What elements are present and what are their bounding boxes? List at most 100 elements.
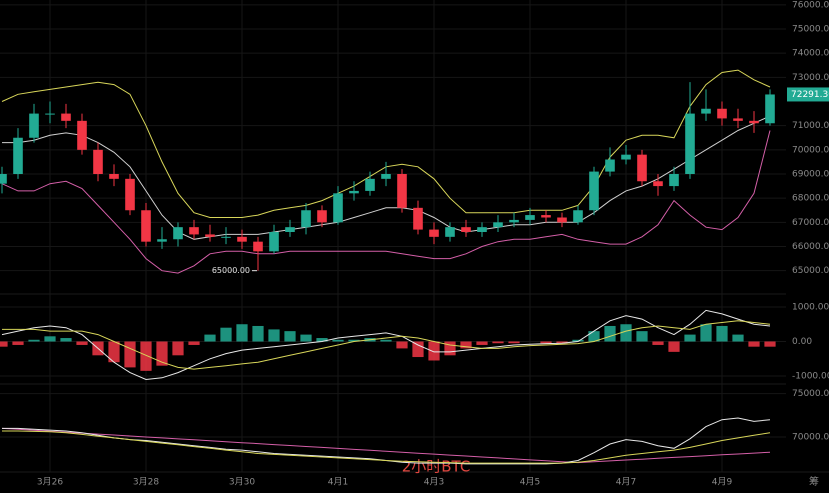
macd-bar (316, 338, 328, 342)
macd-bar (60, 338, 72, 342)
candle-body (205, 234, 215, 237)
candle-body (365, 178, 375, 191)
macd-bar (636, 331, 648, 342)
y-tick-label: 76000.00 (792, 0, 829, 10)
macd-bar (204, 334, 216, 342)
macd-bar (0, 341, 8, 347)
candle-body (301, 210, 311, 228)
candle-body (765, 94, 775, 124)
macd-line (2, 320, 771, 370)
y-tick-label: 66000.00 (792, 242, 829, 252)
candle-body (621, 154, 631, 160)
macd-bar (684, 334, 696, 342)
macd-bar (700, 324, 712, 342)
candle-body (637, 154, 647, 182)
candle-body (13, 137, 23, 174)
macd-bar (460, 341, 472, 349)
candle-body (317, 210, 327, 223)
candle-body (685, 113, 695, 174)
candle-body (701, 108, 711, 114)
candle-body (397, 174, 407, 208)
macd-bar (492, 341, 504, 344)
candle-body (77, 120, 87, 150)
x-tick-label: 4月1 (328, 477, 348, 488)
candle-body (573, 210, 583, 223)
candle-body (429, 229, 439, 237)
candle-body (253, 241, 263, 252)
x-tick-label: 3月28 (133, 477, 159, 488)
macd-bar (604, 325, 616, 342)
macd-bar (124, 341, 136, 368)
y-tick-label: 71000.00 (792, 121, 829, 131)
y-tick-label: 65000.00 (792, 266, 829, 276)
candle-body (717, 108, 727, 119)
candle-body (0, 174, 7, 184)
y-tick-label: 68000.00 (792, 194, 829, 204)
macd-bar (12, 341, 24, 345)
candle-body (605, 159, 615, 172)
macd-bar (396, 341, 408, 349)
macd-bar (588, 331, 600, 342)
macd-bar (188, 341, 200, 345)
macd-bar (732, 334, 744, 342)
x-tick-label: 3月30 (229, 477, 255, 488)
current-price: 72291.36 (791, 90, 829, 100)
macd-bar (348, 339, 360, 342)
candle-body (669, 174, 679, 187)
y-tick-label: 69000.00 (792, 170, 829, 180)
y-tick-label: -1000.00 (792, 372, 829, 382)
candle-body (237, 236, 247, 242)
candle-body (653, 181, 663, 187)
x-tick-label: 4月7 (616, 477, 636, 488)
macd-bar (668, 341, 680, 352)
corner-text: 筹 (809, 475, 819, 488)
candle-body (557, 217, 567, 223)
macd-bar (140, 341, 152, 371)
macd-bar (444, 341, 456, 356)
macd-bar (108, 341, 120, 363)
macd-bar (540, 341, 552, 344)
macd-bar (28, 339, 40, 342)
macd-bar (300, 334, 312, 342)
band-line (1, 69, 771, 218)
candle-body (381, 174, 391, 179)
macd-bar (284, 331, 296, 342)
x-tick-label: 4月3 (424, 477, 444, 488)
candle-body (93, 149, 103, 174)
candle-body (413, 207, 423, 230)
macd-bar (220, 327, 232, 342)
candle-body (541, 215, 551, 218)
macd-bar (172, 341, 184, 356)
watermark: 2小时BTC (402, 458, 471, 476)
candle-body (285, 227, 295, 232)
macd-bar (556, 341, 568, 344)
candle-body (189, 227, 199, 235)
candle-body (749, 120, 759, 124)
candle-body (141, 210, 151, 242)
candle-body (173, 227, 183, 240)
macd-line (1, 309, 771, 381)
candle-body (157, 239, 167, 242)
ma-line (2, 430, 771, 464)
candle-body (461, 227, 471, 232)
candle-body (445, 227, 455, 237)
macd-bar (572, 339, 584, 342)
ma-line (2, 417, 771, 465)
macd-bar (268, 329, 280, 342)
macd-bar (748, 341, 760, 347)
x-tick-label: 4月9 (712, 477, 733, 488)
macd-bar (236, 324, 248, 342)
candle-body (589, 171, 599, 211)
macd-bar (716, 325, 728, 342)
macd-bar (476, 341, 488, 345)
macd-bar (252, 325, 264, 342)
x-tick-label: 3月26 (37, 477, 63, 488)
y-tick-label: 75000.00 (792, 25, 829, 35)
candle-body (125, 178, 135, 211)
macd-bar (764, 341, 776, 347)
ma-line (1, 427, 771, 464)
macd-bar (652, 341, 664, 345)
y-tick-label: 1000.00 (792, 302, 829, 312)
y-tick-label: 0.00 (792, 337, 812, 347)
candle-body (29, 113, 39, 138)
